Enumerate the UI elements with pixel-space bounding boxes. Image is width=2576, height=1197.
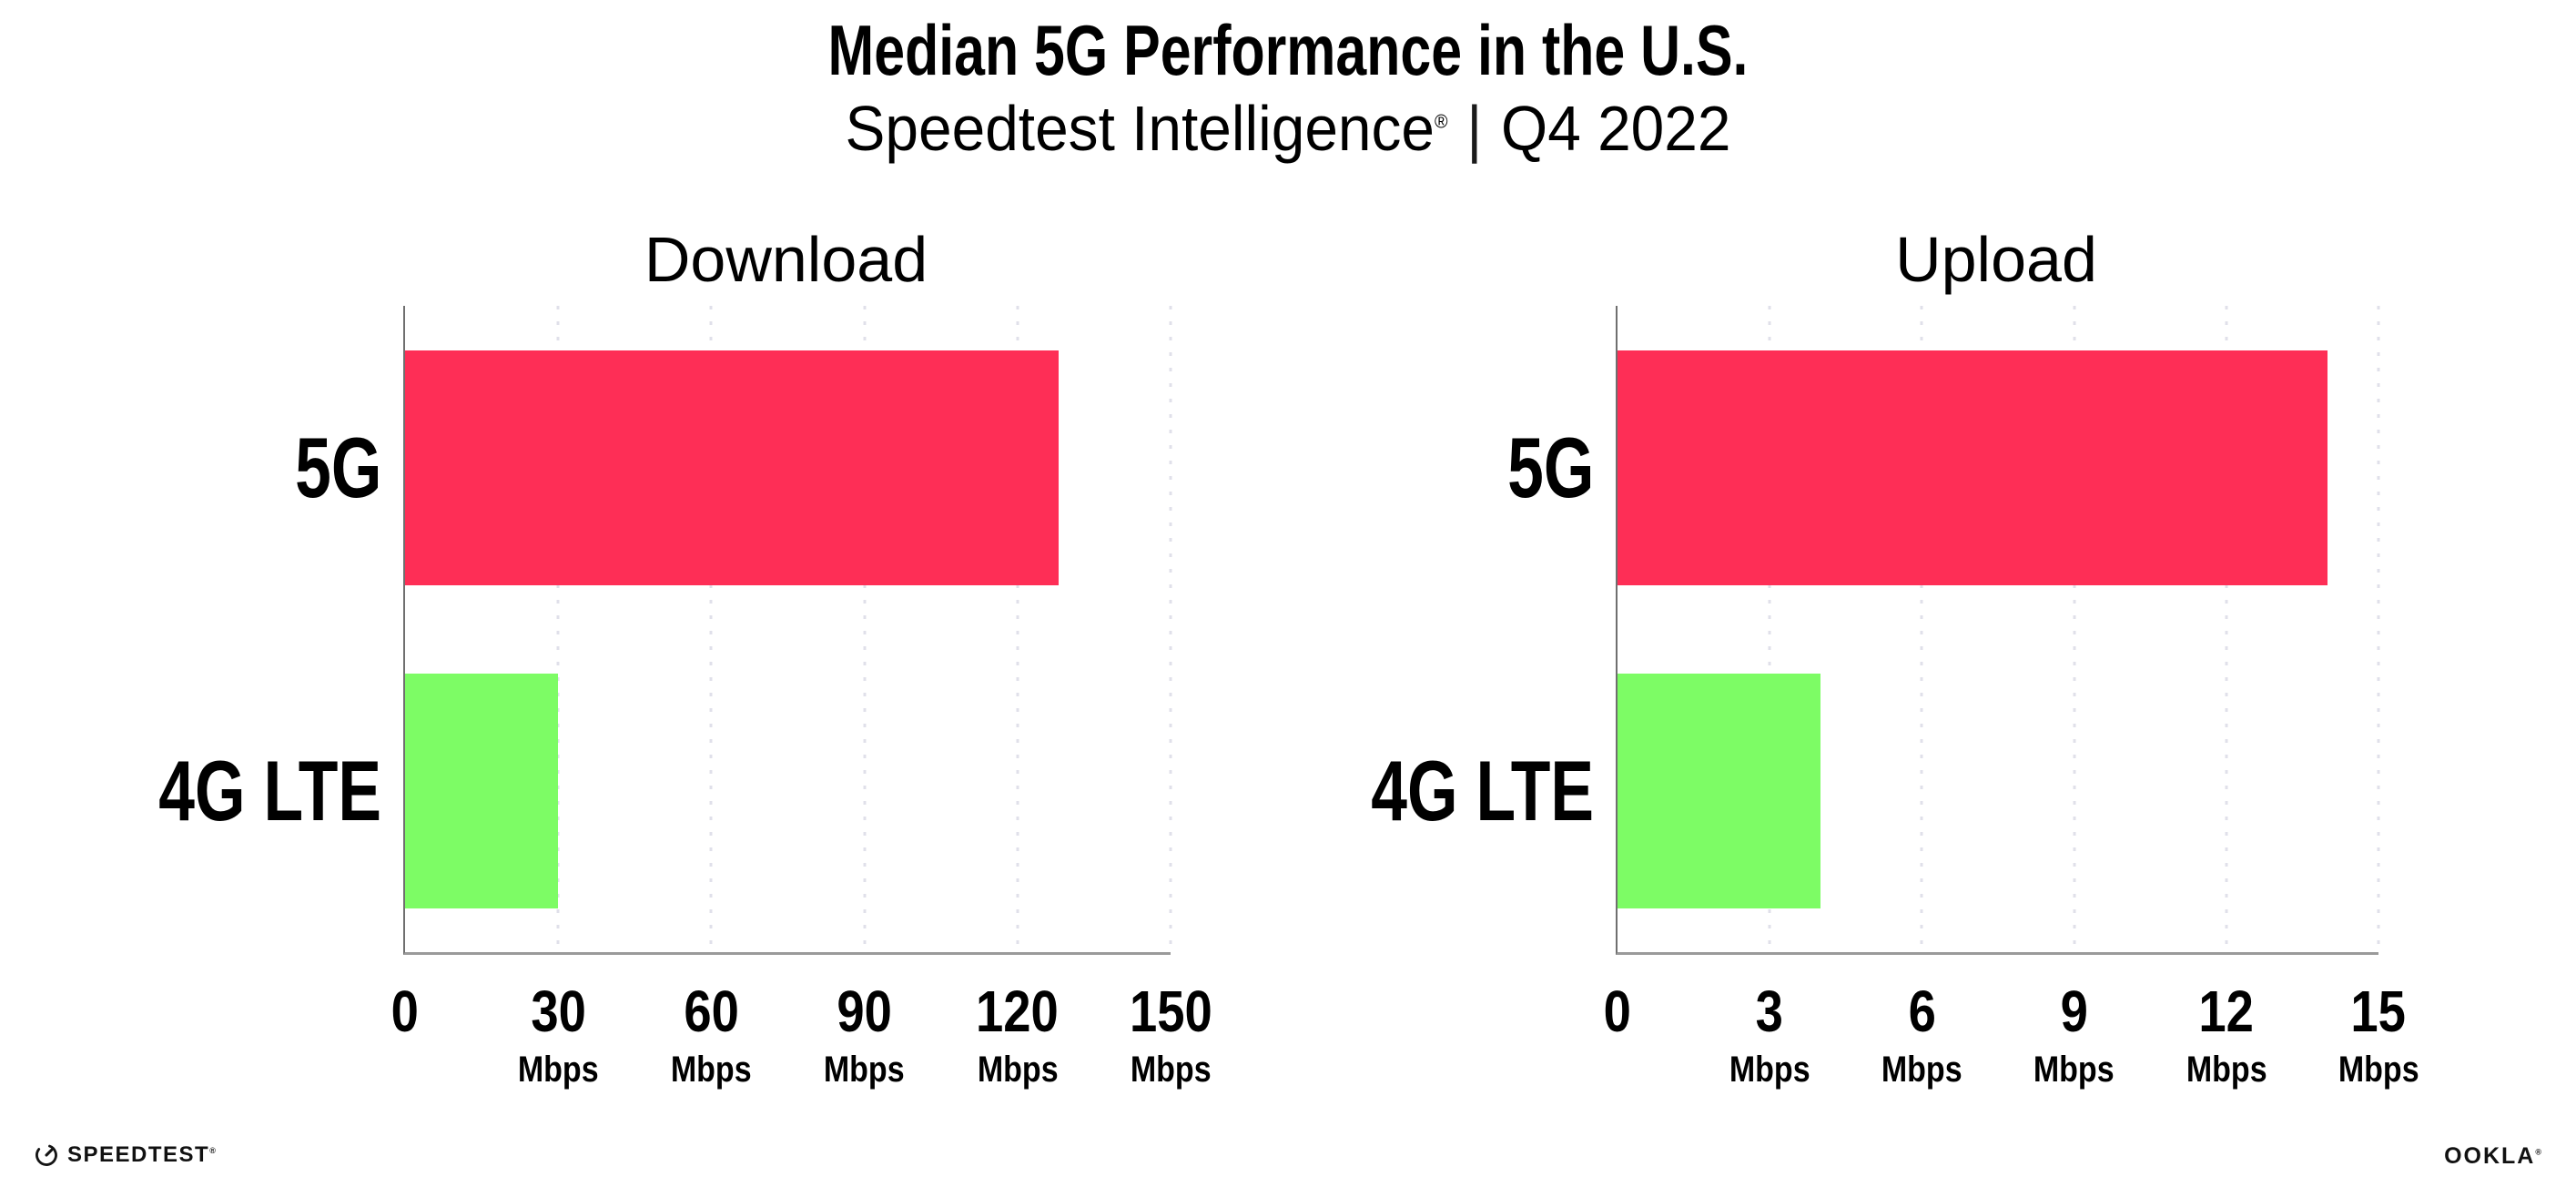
x-tick-value: 150	[1129, 979, 1212, 1044]
x-tick-value: 15	[2350, 979, 2407, 1044]
speedtest-logo: SPEEDTEST®	[35, 1143, 217, 1167]
registered-trademark-icon: ®	[1435, 111, 1448, 133]
x-tick-value: 9	[2060, 979, 2088, 1044]
x-tick-60: 60 Mbps	[593, 982, 829, 1088]
gridline-9	[2073, 306, 2076, 952]
x-tick-value: 90	[837, 979, 892, 1044]
category-label-5g: 5G	[1480, 350, 1594, 585]
x-tick-3: 3 Mbps	[1651, 982, 1888, 1088]
x-tick-value: 30	[530, 979, 586, 1044]
x-tick-value: 60	[684, 979, 739, 1044]
category-label-5g: 5G	[268, 350, 381, 585]
x-tick-value: 12	[2198, 979, 2255, 1044]
x-tick-value: 0	[1603, 979, 1632, 1044]
ookla-registered-icon: ®	[2535, 1147, 2543, 1157]
gridline-12	[2225, 306, 2228, 952]
speedtest-label: SPEEDTEST	[67, 1142, 210, 1167]
x-tick-unit: Mbps	[671, 1050, 752, 1090]
download-plot-area: 5G 4G LTE 0 30 Mbps 60 Mbps 90 Mbps 120 Mbps 150 Mbp…	[158, 306, 1212, 1088]
gridline-120	[1016, 306, 1019, 952]
x-tick-150: 150 Mbps	[1052, 982, 1289, 1088]
bar-4g-lte-upload	[1618, 673, 1820, 908]
x-tick-120: 120 Mbps	[899, 982, 1136, 1088]
x-tick-9: 9 Mbps	[1956, 982, 2193, 1088]
x-tick-unit: Mbps	[1130, 1050, 1212, 1090]
page-subtitle: Speedtest Intelligence® | Q4 2022	[77, 96, 2499, 160]
x-tick-unit: Mbps	[2186, 1050, 2267, 1090]
x-tick-15: 15 Mbps	[2260, 982, 2497, 1088]
x-tick-0: 0	[1499, 982, 1736, 1040]
x-tick-unit: Mbps	[517, 1050, 599, 1090]
bar-5g-download	[405, 350, 1059, 585]
gridline-30	[556, 306, 560, 952]
gridline-3	[1768, 306, 1771, 952]
speedtest-registered-icon: ®	[209, 1146, 218, 1155]
x-tick-90: 90 Mbps	[746, 982, 983, 1088]
subtitle-separator: |	[1466, 93, 1483, 164]
category-label-text: 4G LTE	[158, 742, 381, 838]
ookla-logo: OOKLA®	[2444, 1145, 2543, 1168]
x-tick-unit: Mbps	[1881, 1050, 1962, 1090]
bar-4g-lte-download	[405, 673, 559, 908]
gridline-15	[2377, 306, 2380, 952]
category-label-text: 4G LTE	[1371, 742, 1594, 838]
category-label-4g-lte: 4G LTE	[88, 674, 381, 908]
category-label-4g-lte: 4G LTE	[1301, 674, 1594, 908]
x-tick-value: 0	[390, 979, 420, 1044]
chart-title-upload: Upload	[1895, 224, 2097, 295]
gridline-6	[1920, 306, 1923, 952]
category-label-text: 5G	[294, 419, 381, 515]
chart-title-download: Download	[644, 224, 928, 295]
bar-5g-upload	[1618, 350, 2328, 585]
page-title: Median 5G Performance in the U.S.	[827, 10, 1749, 90]
category-label-text: 5G	[1506, 419, 1594, 515]
x-tick-unit: Mbps	[1729, 1050, 1810, 1090]
subtitle-brand: Speedtest Intelligence	[845, 93, 1435, 164]
x-tick-unit: Mbps	[824, 1050, 905, 1090]
speedtest-gauge-icon	[35, 1143, 58, 1167]
gridline-60	[709, 306, 713, 952]
x-tick-value: 120	[976, 979, 1060, 1044]
upload-plot-area: 5G 4G LTE 0 3 Mbps 6 Mbps 9 Mbps 12 Mbps 15 Mbps	[1371, 306, 2419, 1088]
x-tick-unit: Mbps	[2338, 1050, 2419, 1090]
ookla-label: OOKLA	[2444, 1143, 2536, 1169]
x-tick-unit: Mbps	[977, 1050, 1059, 1090]
x-tick-12: 12 Mbps	[2108, 982, 2345, 1088]
speedtest-wordmark: SPEEDTEST®	[67, 1144, 217, 1166]
x-tick-value: 6	[1908, 979, 1936, 1044]
x-tick-6: 6 Mbps	[1803, 982, 2040, 1088]
gridline-90	[863, 306, 867, 952]
x-tick-30: 30 Mbps	[440, 982, 676, 1088]
x-tick-value: 3	[1756, 979, 1784, 1044]
x-tick-0: 0	[287, 982, 523, 1040]
x-tick-unit: Mbps	[2033, 1050, 2115, 1090]
gridline-150	[1169, 306, 1172, 952]
subtitle-period: Q4 2022	[1501, 93, 1731, 164]
